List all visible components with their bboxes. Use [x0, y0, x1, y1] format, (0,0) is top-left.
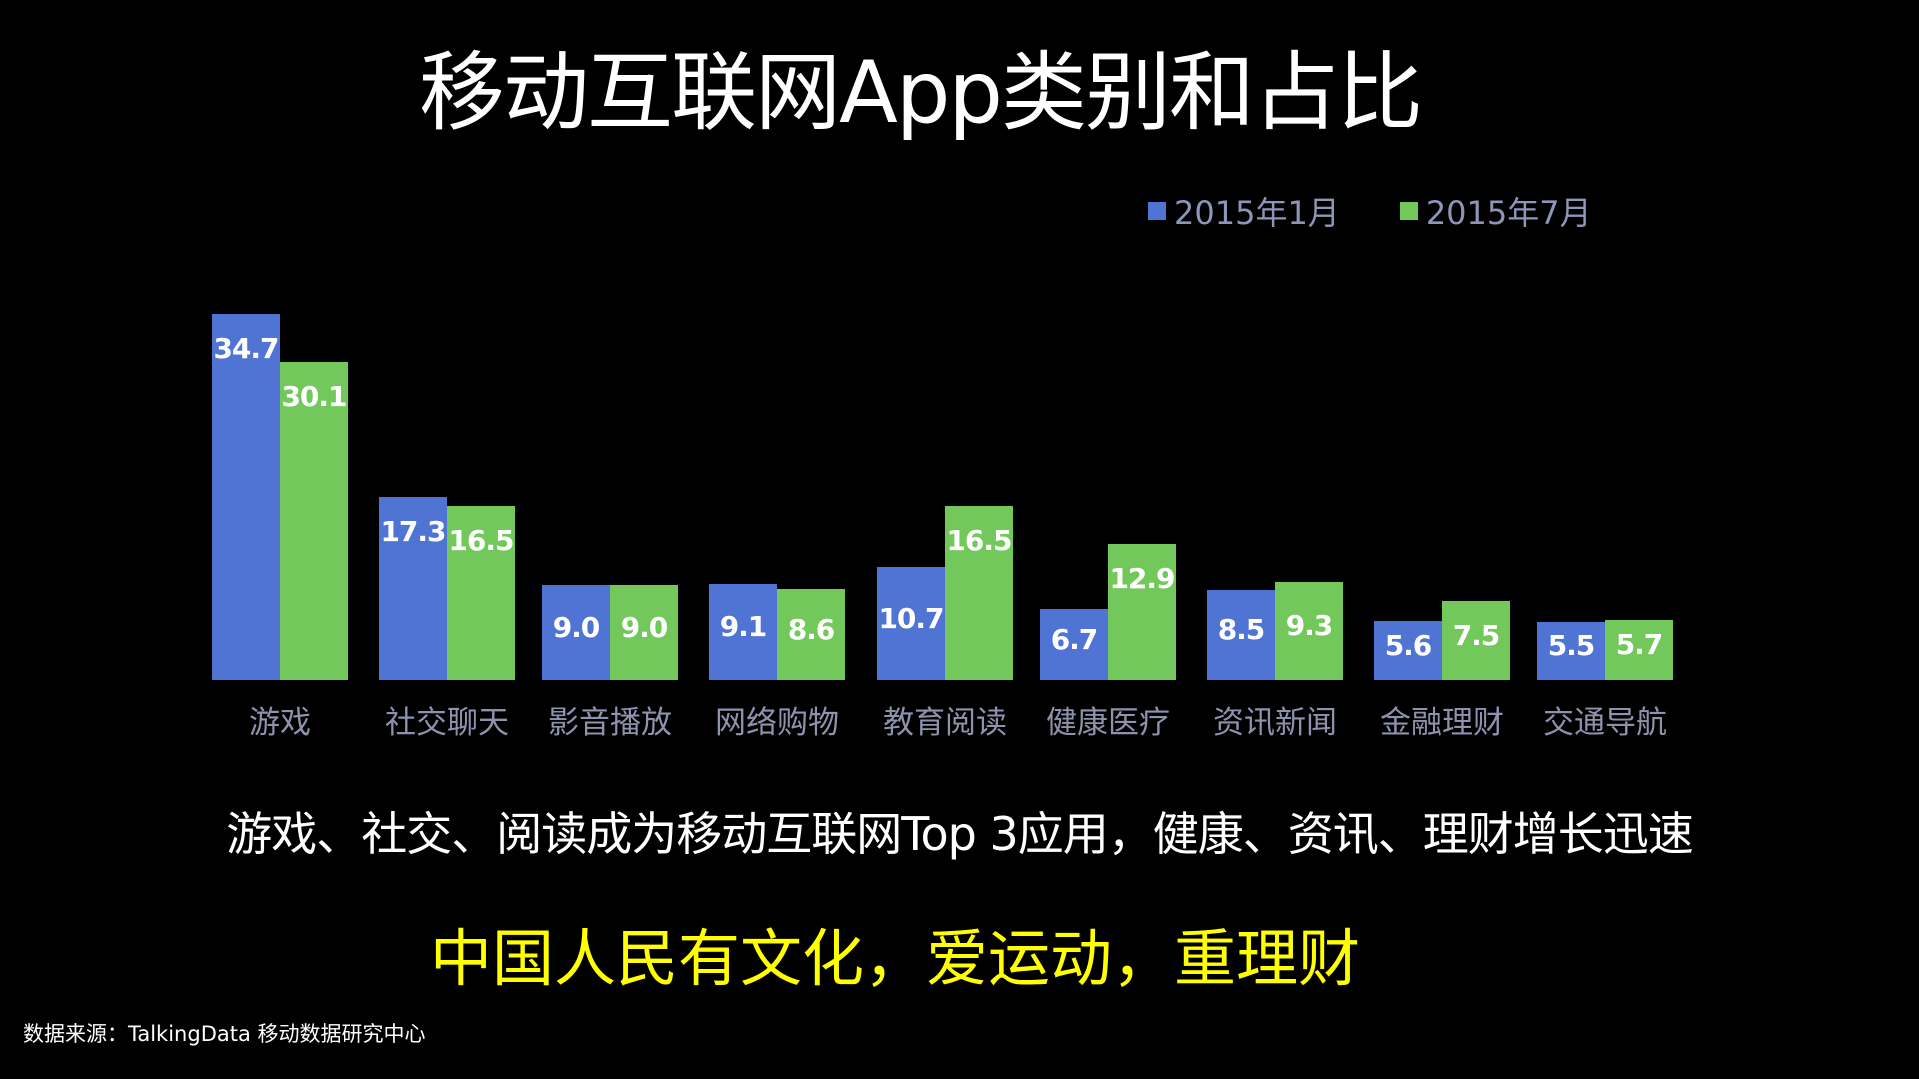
bar-value-label: 5.5: [1547, 629, 1596, 662]
bar-jan: 10.7: [877, 567, 945, 680]
category-label: 金融理财: [1380, 705, 1504, 741]
bar-jul: 8.6: [777, 589, 845, 680]
bar-jul: 16.5: [945, 506, 1013, 680]
category-label: 影音播放: [548, 705, 672, 741]
category-label: 社交聊天: [385, 705, 509, 741]
bar-jan: 34.7: [212, 314, 280, 680]
legend-label-jul: 2015年7月: [1425, 194, 1592, 232]
bar-value-label: 9.1: [719, 610, 768, 643]
bar-jan: 5.6: [1374, 621, 1442, 680]
bar-value-label: 17.3: [380, 515, 446, 548]
category-label: 健康医疗: [1046, 705, 1170, 741]
bar-jan: 9.1: [709, 584, 777, 680]
bar-value-label: 16.5: [946, 524, 1012, 557]
bar-jul: 7.5: [1442, 601, 1510, 680]
bar-value-label: 9.0: [552, 610, 601, 644]
bar-value-label: 34.7: [213, 332, 279, 365]
bar-jul: 12.9: [1108, 544, 1176, 680]
bar-value-label: 9.3: [1285, 609, 1334, 642]
bar-value-label: 7.5: [1452, 618, 1501, 652]
legend-item-jul: 2015年7月: [1399, 188, 1592, 234]
legend-label-jan: 2015年1月: [1174, 194, 1340, 232]
bar-jul: 5.7: [1605, 620, 1673, 680]
bar-value-label: 8.5: [1217, 613, 1266, 646]
bar-value-label: 12.9: [1109, 562, 1175, 595]
bar-value-label: 5.6: [1384, 628, 1433, 662]
slide-title: 移动互联网App类别和占比: [418, 43, 1423, 143]
bar-jul: 30.1: [280, 362, 348, 680]
bar-value-label: 6.7: [1050, 622, 1099, 656]
bar-value-label: 9.0: [620, 610, 669, 644]
bar-value-label: 5.7: [1615, 628, 1664, 661]
category-label: 游戏: [249, 705, 311, 741]
bar-jan: 17.3: [379, 497, 447, 680]
bar-value-label: 10.7: [878, 601, 944, 635]
slogan: 中国人民有文化，爱运动，重理财: [429, 922, 1360, 995]
chart-summary: 游戏、社交、阅读成为移动互联网Top 3应用，健康、资讯、理财增长迅速: [226, 807, 1694, 861]
bar-jul: 9.0: [610, 585, 678, 680]
bar-jul: 16.5: [447, 506, 515, 680]
chart-legend: 2015年1月 2015年7月: [1148, 188, 1592, 234]
bar-value-label: 16.5: [448, 524, 514, 557]
category-label: 教育阅读: [883, 705, 1007, 741]
legend-item-jan: 2015年1月: [1148, 188, 1340, 234]
bar-jan: 8.5: [1207, 590, 1275, 680]
category-label: 交通导航: [1543, 705, 1667, 741]
data-source: 数据来源：TalkingData 移动数据研究中心: [23, 1022, 426, 1046]
bar-jul: 9.3: [1275, 582, 1343, 680]
legend-swatch-blue: [1148, 202, 1166, 220]
legend-swatch-green: [1399, 202, 1418, 220]
bar-jan: 9.0: [542, 585, 610, 680]
category-label: 网络购物: [715, 705, 839, 741]
bar-value-label: 8.6: [787, 612, 836, 646]
bar-jan: 6.7: [1040, 609, 1108, 680]
bar-value-label: 30.1: [281, 380, 347, 413]
bar-jan: 5.5: [1537, 622, 1605, 680]
category-label: 资讯新闻: [1213, 705, 1337, 741]
